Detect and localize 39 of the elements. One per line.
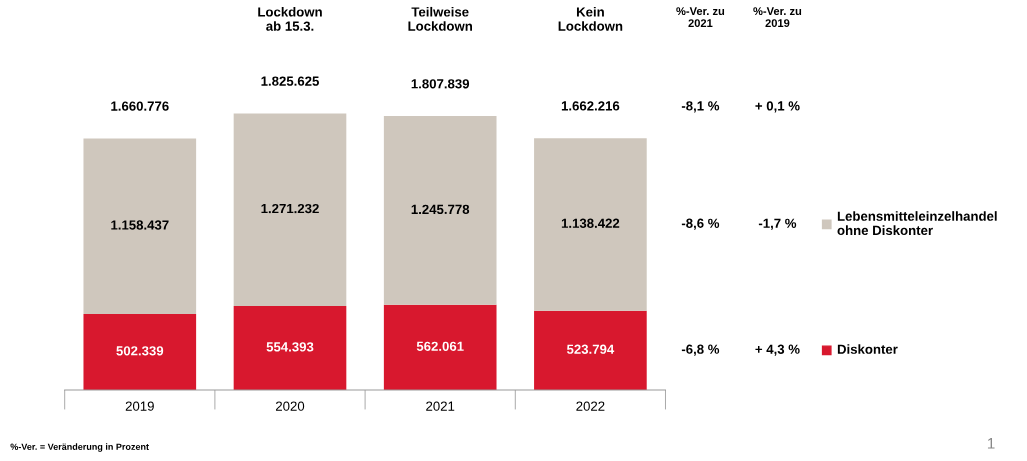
text: %-Ver. zu 2019: [753, 7, 802, 28]
data-label: 502.339: [116, 346, 164, 356]
text: + 0,1 %: [755, 101, 800, 113]
text: %-Ver. = Veränderung in Prozent: [10, 443, 149, 452]
x-tick-label: 2019: [125, 401, 154, 411]
data-label: 562.061: [416, 341, 464, 351]
text: %-Ver. zu 2021: [676, 7, 725, 28]
bar: [233, 113, 347, 307]
bar: [83, 138, 197, 314]
total-label: 1.807.839: [411, 79, 470, 89]
x-tick-label: 2022: [576, 401, 605, 411]
data-label: 523.794: [566, 344, 615, 354]
bar: [383, 116, 497, 305]
bar: [83, 313, 197, 391]
bar: [534, 310, 647, 391]
total-label: 1.825.625: [261, 76, 319, 86]
x-tick-label: 2021: [426, 401, 455, 411]
legend-label: Diskonter: [837, 344, 898, 354]
data-label: 1.245.778: [411, 204, 470, 215]
text: Lockdown ab 15.3.: [258, 6, 322, 31]
text: Kein Lockdown: [558, 6, 623, 31]
bar: [534, 138, 647, 311]
bar: [383, 304, 497, 391]
legend-label: Lebensmitteleinzelhandel ohne Diskonter: [837, 211, 997, 236]
text: -6,8 %: [681, 344, 720, 356]
data-label: 1.158.437: [111, 220, 169, 230]
x-tick-label: 2020: [275, 401, 305, 411]
data-label: 554.393: [266, 342, 314, 352]
text: 1: [987, 438, 995, 449]
text: + 4,3 %: [755, 344, 800, 356]
text: -8,6 %: [681, 218, 720, 230]
bar: [233, 306, 347, 391]
text: -8,1 %: [681, 101, 720, 113]
total-label: 1.660.776: [111, 101, 169, 111]
total-label: 1.662.216: [561, 101, 620, 111]
data-label: 1.271.232: [261, 203, 319, 214]
text: Teilweise Lockdown: [408, 6, 472, 31]
data-label: 1.138.422: [561, 218, 620, 228]
text: -1,7 %: [758, 218, 797, 230]
